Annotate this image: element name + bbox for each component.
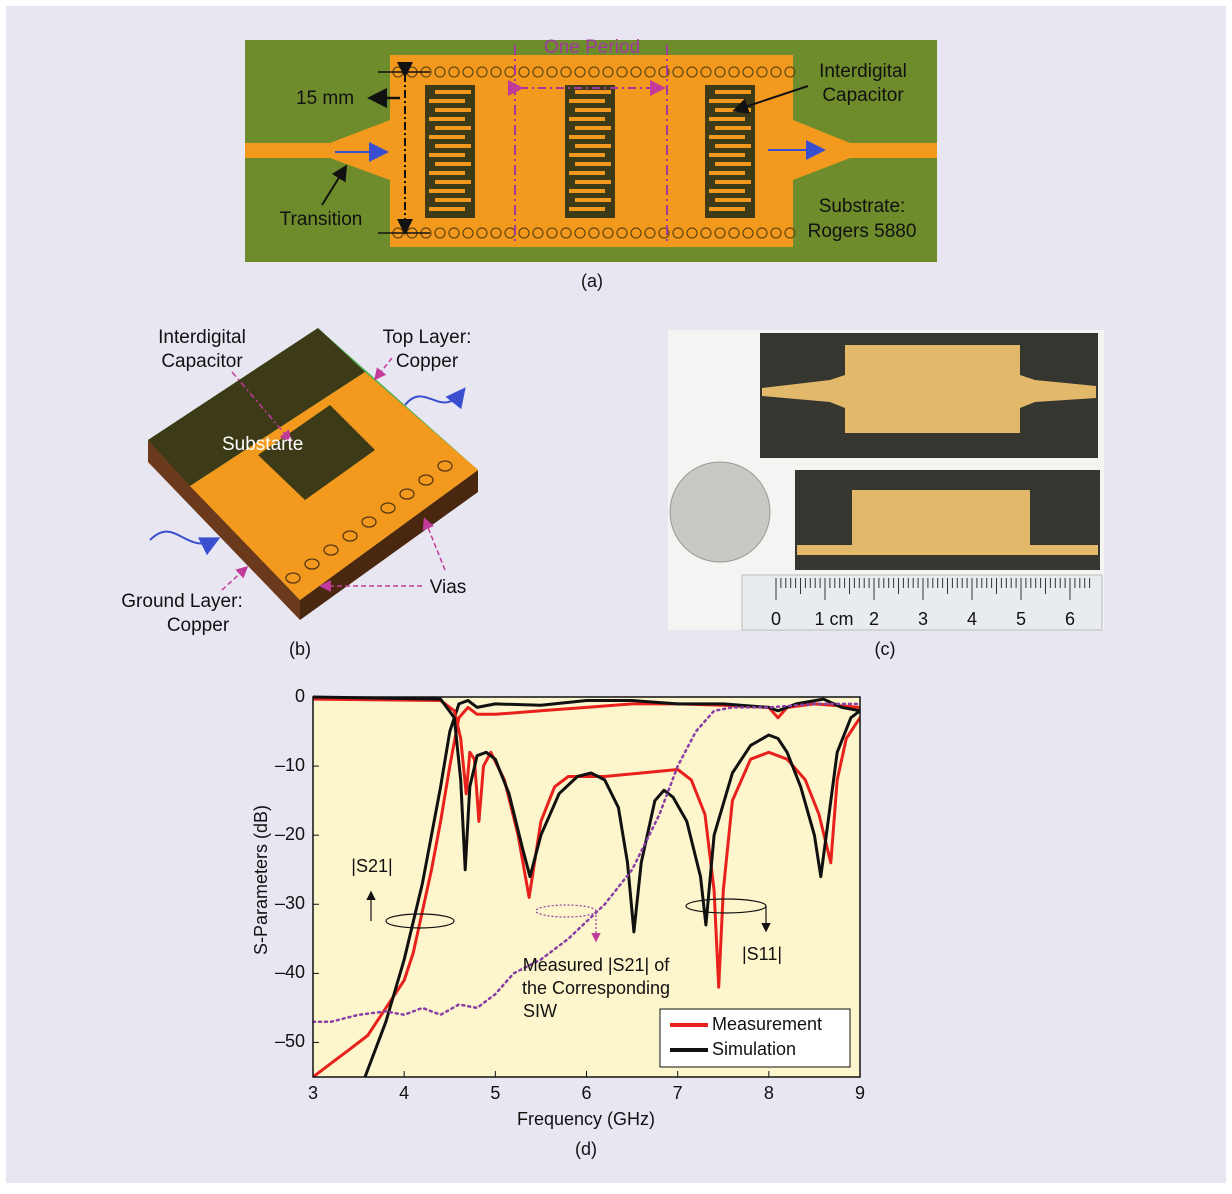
finger (429, 153, 465, 157)
finger (429, 117, 465, 121)
finger (429, 99, 465, 103)
finger (435, 180, 471, 184)
x-tick-label: 5 (490, 1083, 500, 1103)
x-axis-label: Frequency (GHz) (517, 1109, 655, 1129)
finger (569, 153, 605, 157)
finger (715, 198, 751, 202)
finger (569, 189, 605, 193)
finger (709, 153, 745, 157)
label: 15 mm (296, 88, 354, 109)
figure: One Period 15 mm Interdigital Capacitor … (0, 0, 1232, 1189)
finger (569, 99, 605, 103)
finger (429, 135, 465, 139)
finger (709, 99, 745, 103)
label: Substrate: (819, 196, 906, 217)
finger (575, 162, 611, 166)
y-tick-label: –50 (275, 1031, 305, 1051)
finger (709, 135, 745, 139)
label: One Period (544, 37, 640, 58)
x-tick-label: 4 (399, 1083, 409, 1103)
annotation: |S21| (351, 856, 392, 876)
annotation: |S11| (742, 944, 782, 964)
finger (709, 207, 745, 211)
finger (575, 180, 611, 184)
label: Copper (167, 615, 230, 636)
finger (435, 90, 471, 94)
finger (715, 126, 751, 130)
x-tick-label: 8 (764, 1083, 774, 1103)
x-tick-label: 3 (308, 1083, 318, 1103)
coin (670, 462, 770, 562)
finger (715, 180, 751, 184)
annotation: SIW (523, 1001, 557, 1021)
finger (715, 108, 751, 112)
finger (569, 135, 605, 139)
y-tick-label: 0 (295, 686, 305, 706)
finger (709, 171, 745, 175)
finger (429, 171, 465, 175)
label: Interdigital (819, 61, 907, 82)
caption: (d) (575, 1139, 597, 1159)
caption: (b) (289, 639, 311, 659)
finger (569, 171, 605, 175)
ruler-label: 0 (771, 609, 781, 629)
finger (575, 90, 611, 94)
ruler-label: 6 (1065, 609, 1075, 629)
annotation: the Corresponding (522, 978, 670, 998)
finger (715, 144, 751, 148)
finger (715, 90, 751, 94)
finger (575, 108, 611, 112)
finger (429, 207, 465, 211)
annotation: Measured |S21| of (523, 955, 670, 975)
y-tick-label: –20 (275, 824, 305, 844)
x-tick-label: 7 (673, 1083, 683, 1103)
caption: (a) (581, 271, 603, 291)
legend-label: Simulation (712, 1039, 796, 1059)
finger (575, 126, 611, 130)
label: Top Layer: (383, 327, 472, 348)
finger (715, 162, 751, 166)
finger (575, 198, 611, 202)
legend-label: Measurement (712, 1014, 822, 1034)
caption: (c) (875, 639, 896, 659)
finger (575, 144, 611, 148)
finger (435, 198, 471, 202)
finger (429, 189, 465, 193)
ruler-label: 1 cm (814, 609, 853, 629)
panel-c: 0 1 cm 2 3 4 5 6 (c) (668, 330, 1104, 659)
x-tick-label: 6 (581, 1083, 591, 1103)
label: Substarte (222, 434, 303, 455)
finger (435, 108, 471, 112)
y-tick-label: –30 (275, 893, 305, 913)
finger (709, 117, 745, 121)
page: One Period 15 mm Interdigital Capacitor … (0, 0, 1232, 1194)
label: Interdigital (158, 327, 246, 348)
finger (569, 117, 605, 121)
panel-a: One Period 15 mm Interdigital Capacitor … (245, 37, 937, 291)
ruler-label: 2 (869, 609, 879, 629)
y-axis-label: S-Parameters (dB) (251, 805, 271, 955)
ruler-label: 3 (918, 609, 928, 629)
finger (709, 189, 745, 193)
x-tick-label: 9 (855, 1083, 865, 1103)
label: Ground Layer: (121, 591, 242, 612)
label: Vias (430, 577, 467, 598)
label: Copper (396, 351, 459, 372)
ruler-label: 5 (1016, 609, 1026, 629)
finger (569, 207, 605, 211)
finger (435, 162, 471, 166)
label: Capacitor (161, 351, 243, 372)
y-tick-label: –40 (275, 962, 305, 982)
y-tick-label: –10 (275, 755, 305, 775)
label: Rogers 5880 (808, 221, 917, 242)
label: Capacitor (822, 85, 904, 106)
label: Transition (280, 209, 363, 230)
finger (435, 144, 471, 148)
ruler-label: 4 (967, 609, 977, 629)
finger (435, 126, 471, 130)
